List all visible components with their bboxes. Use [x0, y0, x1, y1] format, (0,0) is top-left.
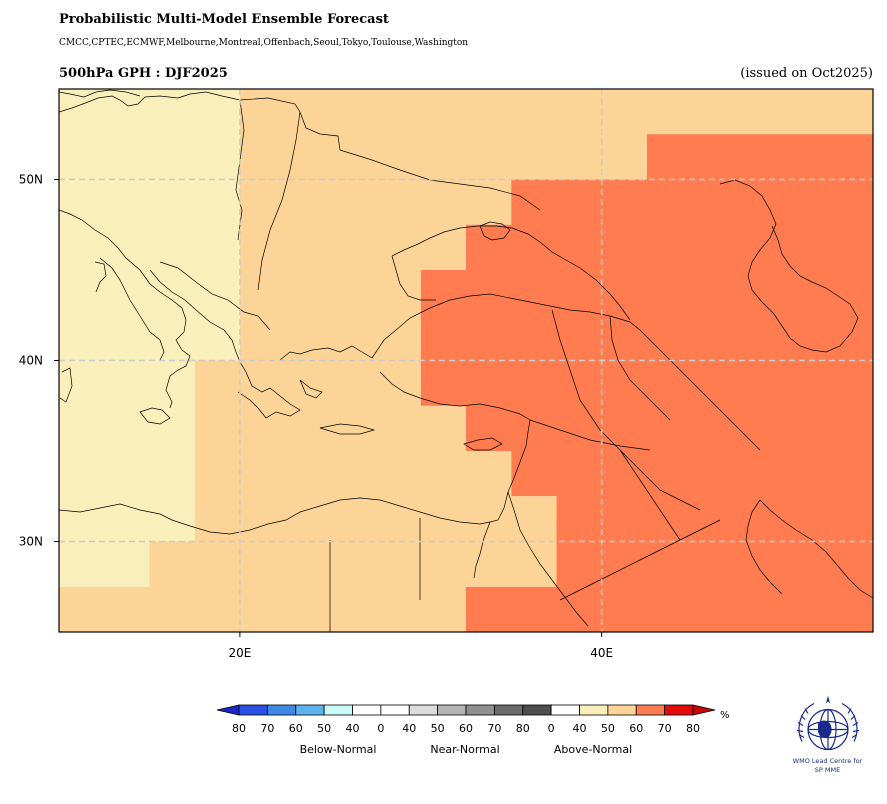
colorbar-bin-6	[408, 704, 439, 716]
colorbar-tick-label: 0	[377, 722, 385, 735]
variable-label: 500hPa GPH : DJF2025	[59, 66, 228, 81]
colorbar-bin-15	[664, 704, 694, 716]
colorbar-bin-14	[635, 704, 666, 716]
probability-regions	[59, 89, 873, 632]
colorbar-bin-9	[493, 704, 524, 716]
colorbar-tick-label: 50	[317, 722, 332, 735]
colorbar-tick-label: 70	[657, 722, 672, 735]
colorbar-bin-11	[550, 704, 580, 716]
issued-date: (issued on Oct2025)	[740, 66, 873, 81]
region-1	[59, 89, 873, 632]
map-title: Probabilistic Multi-Model Ensemble Forec…	[59, 12, 389, 27]
colorbar-category-2: Above-Normal	[553, 743, 633, 756]
colorbar-tick-label: 0	[547, 722, 555, 735]
lon-label-20: 20E	[228, 646, 251, 660]
colorbar-tick-label: 40	[402, 722, 417, 735]
colorbar-tick-label: 40	[572, 722, 587, 735]
model-list: CMCC,CPTEC,ECMWF,Melbourne,Montreal,Offe…	[59, 38, 469, 48]
colorbar-bin-3	[323, 704, 353, 716]
colorbar-bin-4	[352, 704, 382, 716]
colorbar-bin-7	[437, 704, 467, 716]
colorbar-category-1: Near-Normal	[430, 743, 500, 756]
region-2	[420, 134, 873, 632]
colorbar-bin-10	[522, 704, 552, 716]
lat-label-50: 50N	[19, 173, 43, 187]
logo-caption: WMO Lead Centre for SP MME	[770, 757, 885, 775]
colorbar-bin-1	[266, 704, 297, 716]
colorbar-tick-label: 60	[459, 722, 473, 735]
wmo-logo-icon	[796, 695, 860, 751]
lat-label-40: 40N	[19, 354, 43, 368]
colorbar-category-0: Below-Normal	[299, 743, 377, 756]
axis-ticks: 30N 40N 50N 20E 40E	[19, 173, 613, 661]
coastlines-borders	[59, 89, 873, 632]
colorbar-tick-label: 80	[515, 722, 530, 735]
colorbar-tick-label: 40	[345, 722, 360, 735]
colorbar-right-extend	[692, 704, 716, 716]
colorbar-unit: %	[720, 710, 730, 721]
colorbar-bin-2	[295, 704, 325, 716]
colorbar-tick-label: 80	[232, 722, 246, 735]
colorbar-bin-13	[607, 704, 637, 716]
colorbar-tick-label: 60	[288, 722, 303, 735]
lat-label-30: 30N	[19, 535, 43, 549]
graticule	[59, 89, 873, 632]
colorbar-bin-0	[238, 704, 268, 716]
colorbar-tick-label: 50	[600, 722, 615, 735]
colorbar-left-extend	[216, 704, 240, 716]
colorbar-tick-label: 80	[686, 722, 700, 735]
colorbar-tick-label: 70	[487, 722, 502, 735]
colorbar-bin-12	[579, 704, 609, 716]
colorbar-tick-label: 70	[260, 722, 275, 735]
region-3	[466, 451, 557, 587]
lon-label-40: 40E	[590, 646, 613, 660]
logo-caption-line-1: WMO Lead Centre for	[792, 757, 863, 765]
colorbar-bin-8	[465, 704, 495, 716]
colorbar-tick-label: 60	[629, 722, 644, 735]
logo-caption-line-2: SP MME	[814, 766, 841, 774]
colorbar-tick-label: 50	[430, 722, 445, 735]
colorbar-bin-5	[380, 704, 410, 716]
probability-colorbar	[216, 704, 716, 716]
region-0	[59, 89, 240, 587]
